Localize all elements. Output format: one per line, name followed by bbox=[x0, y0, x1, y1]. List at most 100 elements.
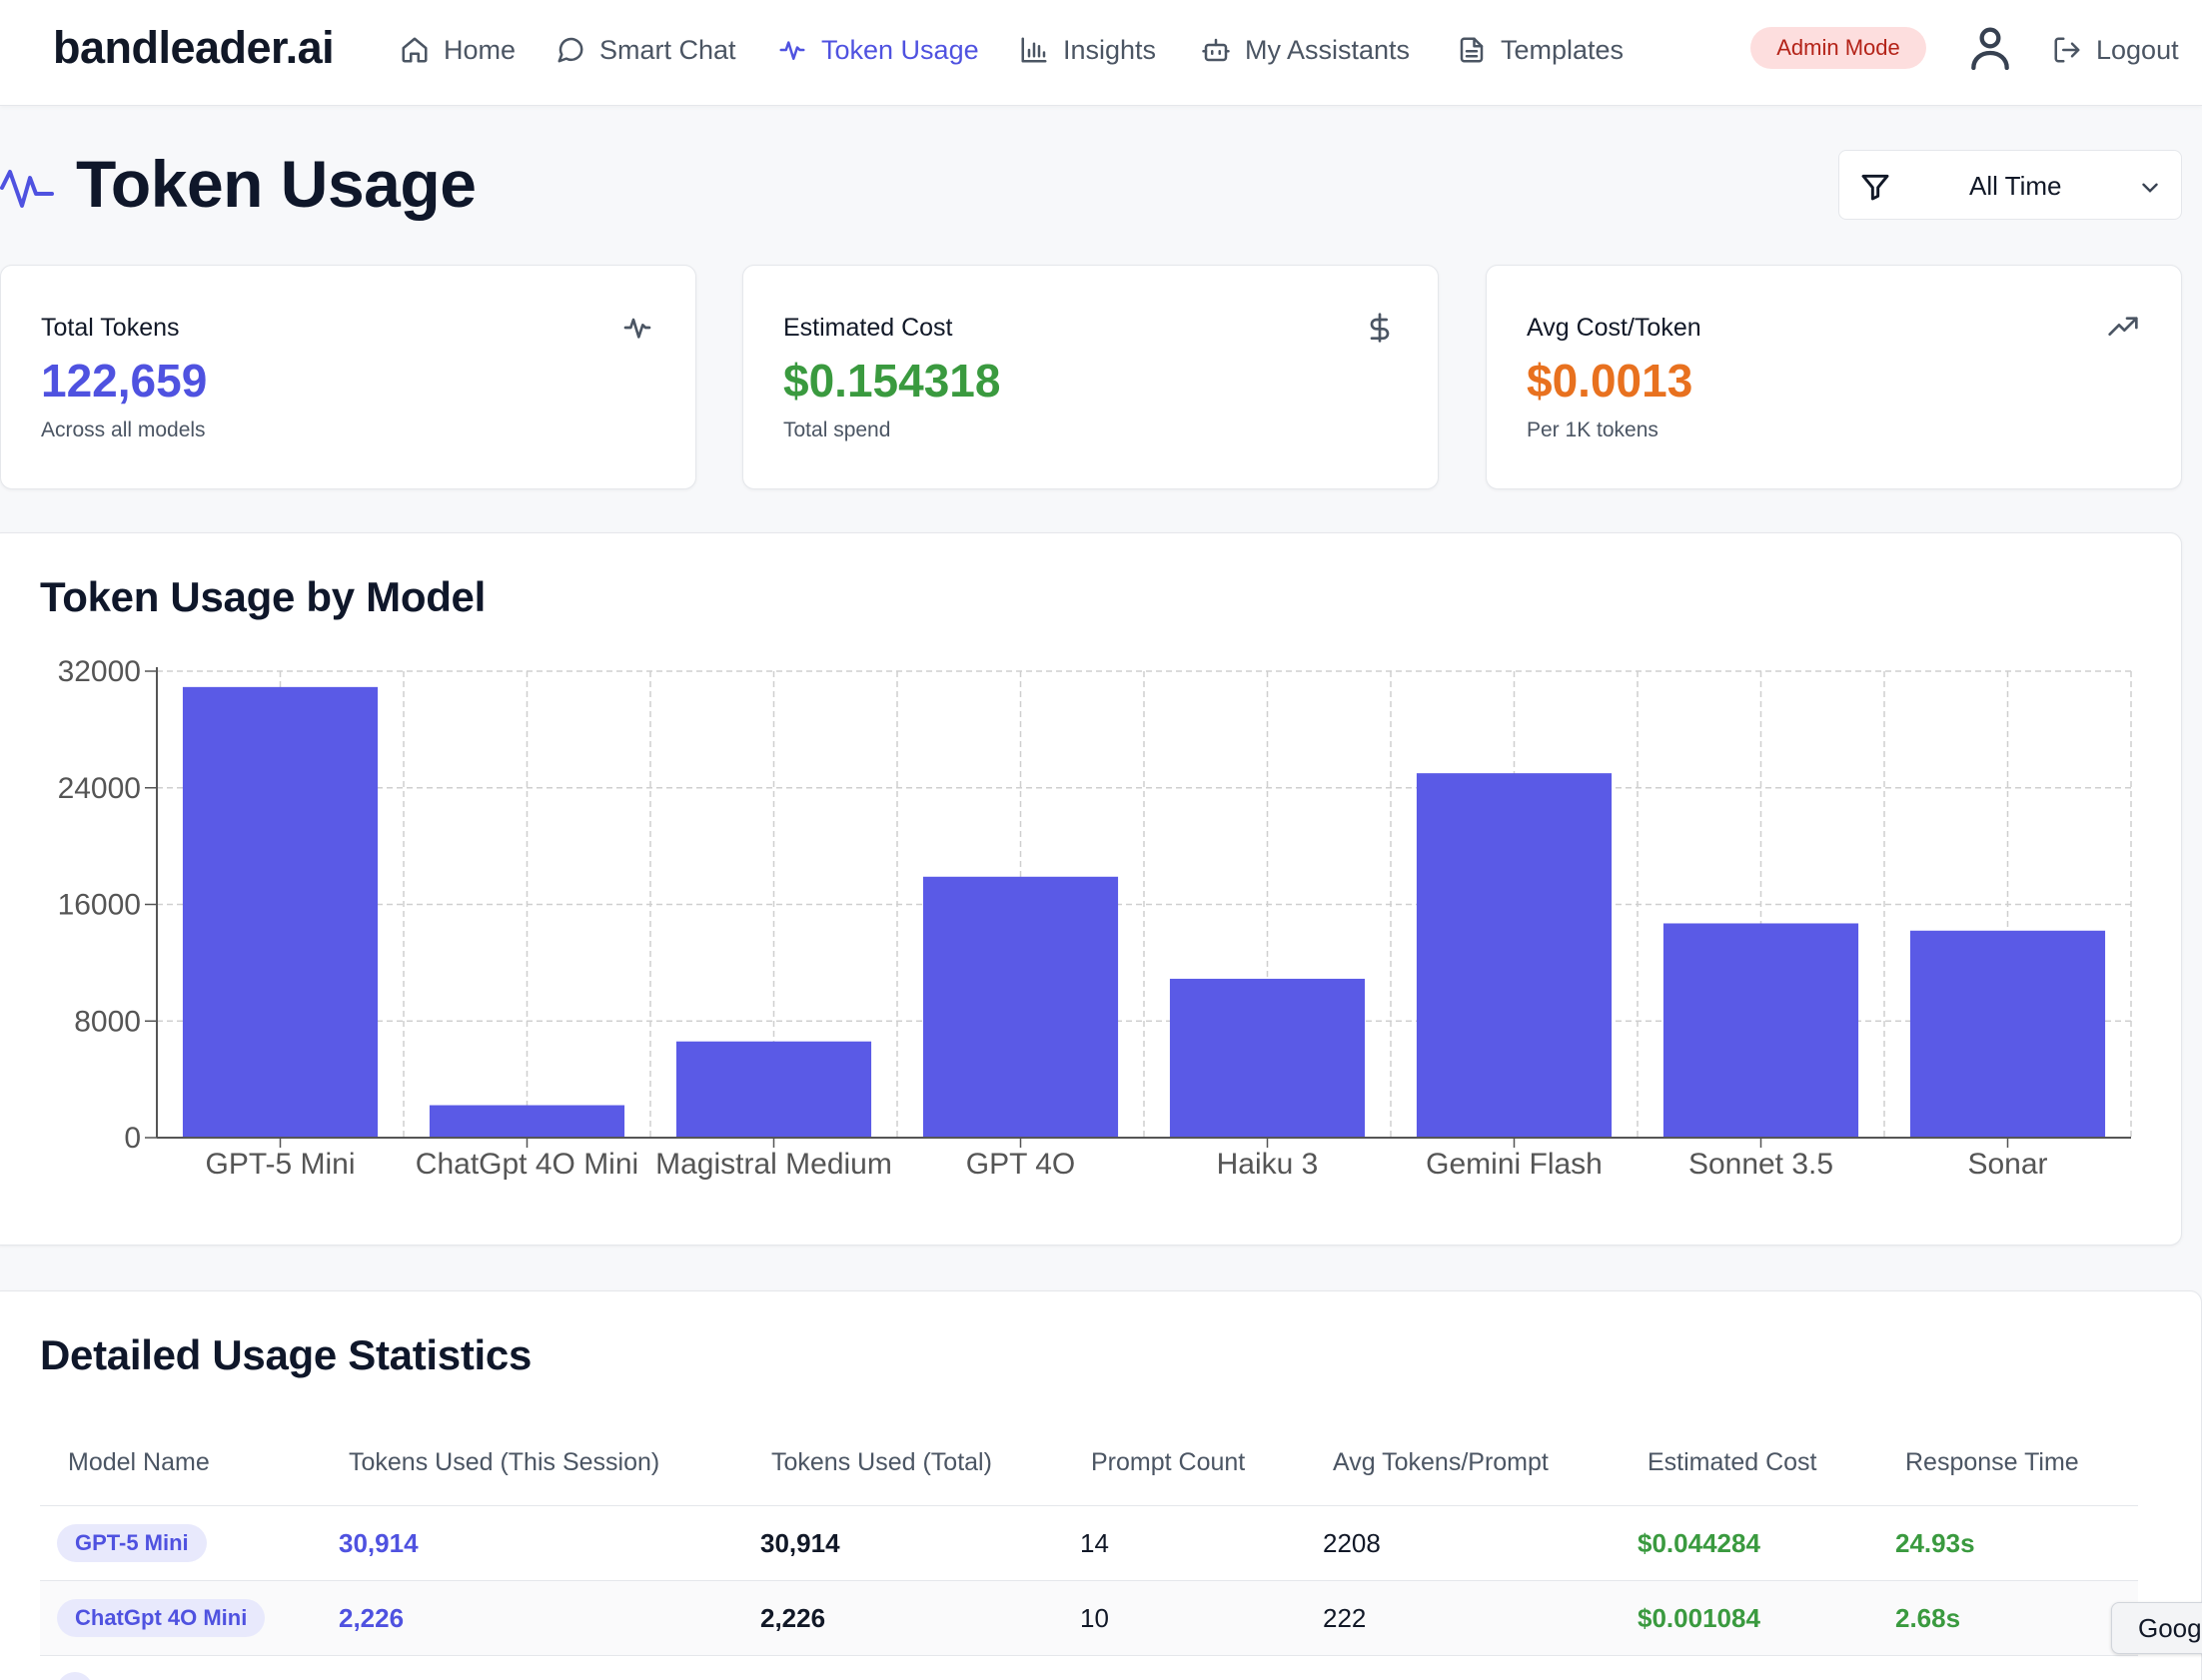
nav-insights-label: Insights bbox=[1063, 34, 1157, 65]
stat-value: $0.0013 bbox=[1527, 355, 1693, 407]
total-tokens-cell: 2,226 bbox=[760, 1603, 826, 1633]
model-badge[interactable]: GPT-5 Mini bbox=[57, 1524, 207, 1562]
stat-subtitle: Per 1K tokens bbox=[1527, 419, 1658, 441]
y-tick-label: 16000 bbox=[58, 889, 141, 922]
stat-subtitle: Across all models bbox=[41, 419, 206, 441]
admin-mode-badge[interactable]: Admin Mode bbox=[1750, 27, 1926, 69]
bot-icon bbox=[1202, 38, 1230, 62]
stat-card-total-tokens: Total Tokens 122,659 Across all models bbox=[0, 265, 696, 489]
logout-button[interactable]: Logout bbox=[2052, 30, 2179, 70]
column-header-prompt-count[interactable]: Prompt Count bbox=[1091, 1448, 1246, 1476]
x-tick-label: GPT-5 Mini bbox=[205, 1148, 355, 1181]
activity-icon bbox=[621, 312, 653, 344]
table-row[interactable] bbox=[40, 1581, 2138, 1656]
bar-magistral-medium bbox=[675, 1041, 872, 1138]
prompt-count-cell: 14 bbox=[1080, 1528, 1109, 1558]
total-tokens-cell: 30,914 bbox=[760, 1528, 840, 1558]
model-badge[interactable]: ChatGpt 4O Mini bbox=[57, 1599, 266, 1637]
x-tick-label: Magistral Medium bbox=[655, 1148, 892, 1181]
estimated-cost-cell: $0.044284 bbox=[1638, 1528, 1760, 1558]
x-tick-label: Haiku 3 bbox=[1217, 1148, 1319, 1181]
column-header-model[interactable]: Model Name bbox=[68, 1448, 210, 1476]
nav-my-assistants-label: My Assistants bbox=[1245, 34, 1411, 65]
chart-bars bbox=[182, 686, 2106, 1138]
logout-icon bbox=[2054, 37, 2080, 63]
x-tick-label: ChatGpt 4O Mini bbox=[416, 1148, 638, 1181]
nav-insights[interactable]: Insights bbox=[1019, 30, 1156, 70]
bar-gpt-5-mini bbox=[182, 686, 379, 1138]
session-tokens-cell: 30,914 bbox=[339, 1528, 419, 1558]
x-tick-label: Sonnet 3.5 bbox=[1688, 1148, 1833, 1181]
time-range-value: All Time bbox=[1969, 171, 2062, 201]
table-divider bbox=[40, 1505, 2138, 1506]
bar-gemini-flash bbox=[1416, 773, 1613, 1138]
bar-chatgpt-4o-mini bbox=[429, 1105, 625, 1138]
x-tick-label: GPT 4O bbox=[966, 1148, 1075, 1181]
stat-label: Estimated Cost bbox=[783, 314, 953, 342]
response-time-cell: 24.93s bbox=[1895, 1528, 1975, 1558]
stat-value: 122,659 bbox=[41, 355, 208, 407]
page-title: Token Usage bbox=[76, 147, 477, 221]
chat-icon bbox=[557, 37, 583, 63]
stat-value: $0.154318 bbox=[783, 355, 1001, 407]
top-nav-bar: bandleader.ai Home Smart Chat Token Usag… bbox=[0, 0, 2202, 106]
nav-my-assistants[interactable]: My Assistants bbox=[1201, 30, 1410, 70]
bar-chart-icon bbox=[1021, 37, 1047, 63]
stat-card-avg-cost: Avg Cost/Token $0.0013 Per 1K tokens bbox=[1486, 265, 2182, 489]
filter-icon bbox=[1859, 171, 1891, 203]
stat-card-estimated-cost: Estimated Cost $0.154318 Total spend bbox=[742, 265, 1439, 489]
document-icon bbox=[1460, 37, 1484, 63]
user-icon bbox=[1971, 27, 2009, 71]
chevron-down-icon bbox=[2137, 175, 2163, 201]
y-tick-label: 8000 bbox=[74, 1005, 141, 1038]
nav-smart-chat[interactable]: Smart Chat bbox=[555, 30, 736, 70]
nav-templates[interactable]: Templates bbox=[1457, 30, 1624, 70]
token-usage-bar-chart: 0 8000 16000 24000 32000 GPT-5 Mini ChatGpt 4O… bbox=[58, 655, 2132, 1181]
response-time-cell: 2.68s bbox=[1895, 1603, 1961, 1633]
stat-subtitle: Total spend bbox=[783, 419, 891, 441]
table-divider bbox=[40, 1655, 2138, 1656]
google-translate-tab[interactable]: Goog bbox=[2111, 1602, 2202, 1654]
nav-token-usage[interactable]: Token Usage bbox=[777, 30, 979, 70]
prompt-count-cell: 10 bbox=[1080, 1603, 1109, 1633]
nav-templates-label: Templates bbox=[1501, 34, 1625, 65]
nav-home[interactable]: Home bbox=[400, 30, 516, 70]
user-profile-button[interactable] bbox=[1970, 26, 2010, 71]
brand-logo[interactable]: bandleader.ai bbox=[53, 22, 335, 73]
column-header-total-tokens[interactable]: Tokens Used (Total) bbox=[771, 1448, 992, 1476]
nav-home-label: Home bbox=[444, 34, 517, 65]
bar-sonnet-3-5 bbox=[1662, 923, 1859, 1138]
stat-label: Avg Cost/Token bbox=[1527, 314, 1701, 342]
column-header-avg-tokens[interactable]: Avg Tokens/Prompt bbox=[1333, 1448, 1549, 1476]
x-tick-label: Gemini Flash bbox=[1426, 1148, 1603, 1181]
y-tick-label: 32000 bbox=[58, 655, 141, 688]
x-tick-label: Sonar bbox=[1967, 1148, 2047, 1181]
chart-axes: 0 8000 16000 24000 32000 GPT-5 Mini ChatGpt 4O… bbox=[58, 655, 2131, 1181]
y-tick-label: 0 bbox=[124, 1122, 141, 1155]
home-icon bbox=[402, 37, 428, 63]
time-range-select[interactable]: All Time bbox=[1838, 150, 2182, 220]
trending-up-icon bbox=[2107, 312, 2139, 344]
estimated-cost-cell: $0.001084 bbox=[1638, 1603, 1760, 1633]
column-header-estimated-cost[interactable]: Estimated Cost bbox=[1648, 1448, 1817, 1476]
nav-token-usage-label: Token Usage bbox=[821, 34, 979, 65]
bar-haiku-3 bbox=[1169, 978, 1366, 1138]
model-badge-partial[interactable] bbox=[57, 1672, 93, 1680]
dollar-icon bbox=[1364, 312, 1396, 344]
nav-smart-chat-label: Smart Chat bbox=[599, 34, 736, 65]
table-title: Detailed Usage Statistics bbox=[40, 1331, 533, 1378]
stat-label: Total Tokens bbox=[41, 314, 180, 342]
page-activity-icon bbox=[0, 158, 54, 214]
column-header-session-tokens[interactable]: Tokens Used (This Session) bbox=[349, 1448, 660, 1476]
logout-label: Logout bbox=[2096, 34, 2179, 65]
chart-title: Token Usage by Model bbox=[40, 573, 486, 620]
bar-gpt-4o bbox=[922, 876, 1119, 1138]
session-tokens-cell: 2,226 bbox=[339, 1603, 405, 1633]
avg-tokens-cell: 2208 bbox=[1323, 1528, 1381, 1558]
bar-sonar bbox=[1909, 930, 2106, 1138]
column-header-response-time[interactable]: Response Time bbox=[1905, 1448, 2079, 1476]
avg-tokens-cell: 222 bbox=[1323, 1603, 1367, 1633]
y-tick-label: 24000 bbox=[58, 772, 141, 805]
activity-icon bbox=[779, 41, 805, 60]
table-divider bbox=[40, 1580, 2138, 1581]
